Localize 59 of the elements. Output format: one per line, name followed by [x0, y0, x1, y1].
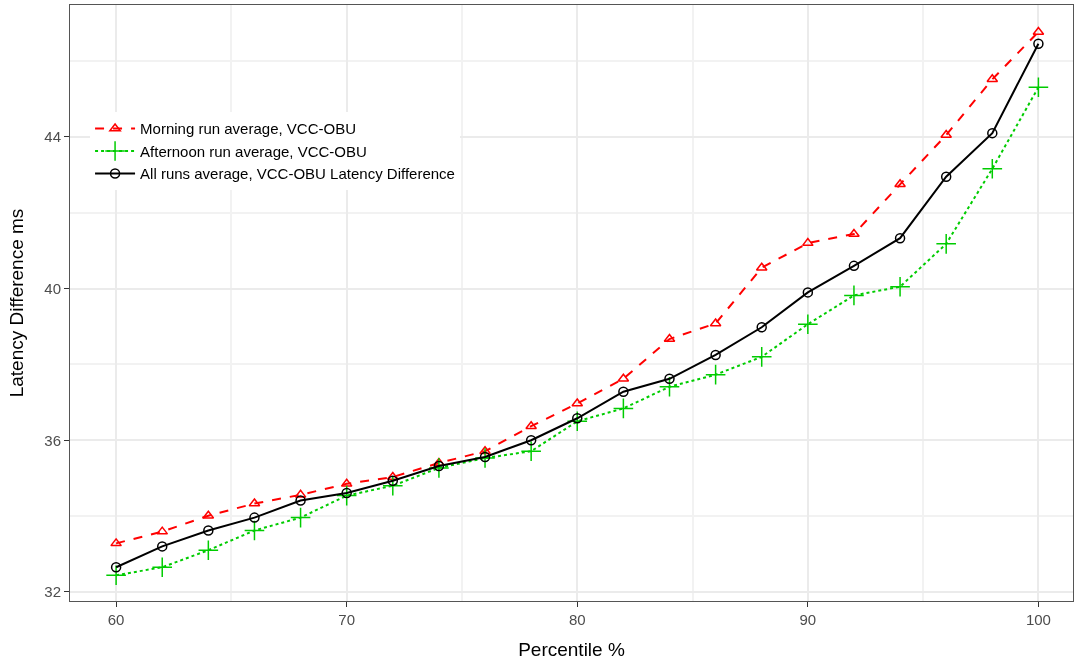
point [935, 233, 957, 255]
x-tick-label: 80 [568, 611, 586, 628]
point [341, 487, 352, 499]
point [981, 158, 1003, 180]
x-tick-label: 60 [107, 611, 125, 628]
point [156, 541, 168, 552]
y-tick-label: 32 [44, 583, 61, 601]
point [1033, 38, 1044, 49]
point [940, 171, 952, 182]
point [479, 445, 491, 455]
point [664, 373, 675, 385]
point [520, 440, 542, 462]
point [197, 539, 219, 561]
point [801, 237, 814, 247]
point [848, 228, 860, 237]
point [797, 313, 819, 335]
point [295, 495, 306, 506]
point [525, 435, 537, 446]
point [894, 232, 906, 244]
point [386, 471, 399, 481]
y-tick-label: 36 [44, 431, 61, 449]
point [756, 322, 767, 333]
point [802, 287, 814, 298]
point [940, 129, 953, 139]
y-tick-label: 40 [44, 279, 61, 297]
point [382, 475, 404, 497]
point [848, 260, 860, 272]
point [479, 451, 491, 463]
point [612, 397, 634, 419]
point [203, 525, 214, 536]
point [705, 364, 727, 386]
legend-label: Morning run average, VCC-OBU [140, 120, 356, 138]
point [987, 127, 998, 139]
point [658, 376, 681, 398]
point [618, 386, 629, 397]
legend-label: All runs average, VCC-OBU Latency Difference [140, 165, 455, 183]
point [433, 460, 445, 472]
point [290, 507, 312, 529]
point [889, 276, 911, 298]
point [525, 420, 538, 430]
point [1027, 76, 1049, 98]
point [249, 512, 260, 523]
y-axis-title: Latency Difference ms [6, 208, 28, 398]
point [663, 333, 676, 343]
x-tick-label: 100 [1025, 611, 1051, 628]
point [336, 485, 358, 507]
legend-label: Afternoon run average, VCC-OBU [140, 142, 367, 160]
x-axis-title: Percentile % [518, 638, 625, 660]
point [843, 284, 865, 306]
point [710, 349, 721, 361]
y-tick-label: 44 [44, 128, 61, 146]
point [151, 556, 173, 578]
x-tick-label: 90 [799, 611, 817, 628]
point [572, 413, 583, 424]
x-tick-label: 70 [338, 611, 356, 628]
point [105, 564, 127, 586]
point [110, 562, 122, 573]
point [751, 346, 773, 368]
point [387, 475, 399, 487]
